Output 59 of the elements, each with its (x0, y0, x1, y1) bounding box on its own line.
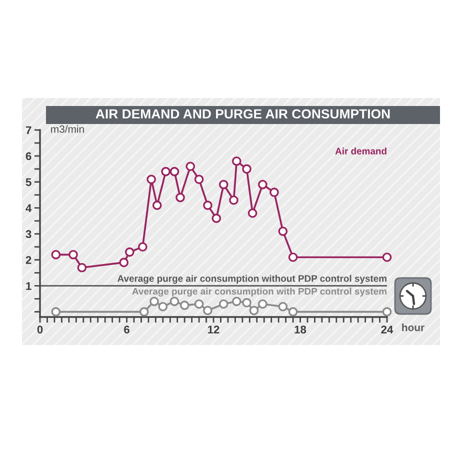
point (186, 162, 196, 172)
point (258, 180, 268, 190)
point (288, 252, 298, 262)
point (194, 174, 204, 184)
point (242, 298, 252, 308)
point (170, 296, 180, 306)
x-tick-label: 18 (294, 326, 306, 334)
point (203, 306, 212, 316)
x-tick-label: 12 (208, 326, 220, 334)
point (146, 174, 156, 184)
x-tick-label: 0 (37, 326, 43, 334)
y-tick-label: 5 (26, 178, 32, 186)
x-axis-title: hour (402, 324, 424, 332)
point (203, 200, 212, 210)
point (382, 307, 392, 316)
point (152, 200, 162, 210)
point (270, 188, 279, 197)
ref-line-label: Average purge air consumption without PDP control system (118, 274, 386, 284)
point (180, 300, 190, 310)
point (150, 296, 159, 306)
y-axis-title: m3/min (51, 125, 84, 133)
text: Air demand (335, 148, 386, 154)
point (232, 156, 242, 166)
point (218, 299, 228, 309)
point (288, 307, 298, 316)
y-tick-label: 6 (26, 152, 32, 160)
point (242, 164, 252, 174)
point (278, 226, 288, 236)
point (212, 214, 222, 223)
y-tick-label: 2 (26, 256, 32, 264)
point (51, 250, 61, 260)
point (170, 166, 180, 176)
point (382, 252, 392, 262)
y-tick-label: 1 (26, 282, 32, 290)
point (68, 250, 78, 260)
point (77, 263, 87, 272)
series-label: Average purge air consumption with PDP control system (132, 288, 386, 297)
y-tick-label: 3 (26, 230, 32, 238)
point (138, 242, 148, 252)
point (218, 180, 228, 190)
point (249, 306, 259, 316)
point (229, 195, 238, 205)
x-tick-label: 6 (124, 326, 130, 334)
point (194, 299, 204, 309)
point (161, 166, 170, 176)
chart-title: AIR DEMAND AND PURGE AIR CONSUMPTION (96, 109, 390, 119)
point (119, 258, 129, 268)
point (258, 299, 268, 309)
point (232, 296, 242, 306)
point (248, 208, 258, 218)
point (158, 302, 168, 312)
point (139, 307, 149, 316)
point (124, 247, 134, 257)
x-tick-label: 24 (381, 326, 394, 334)
y-tick-label: 7 (26, 126, 32, 134)
point (176, 192, 185, 202)
y-tick-label: 4 (26, 204, 32, 212)
point (51, 307, 61, 316)
point (278, 302, 288, 312)
